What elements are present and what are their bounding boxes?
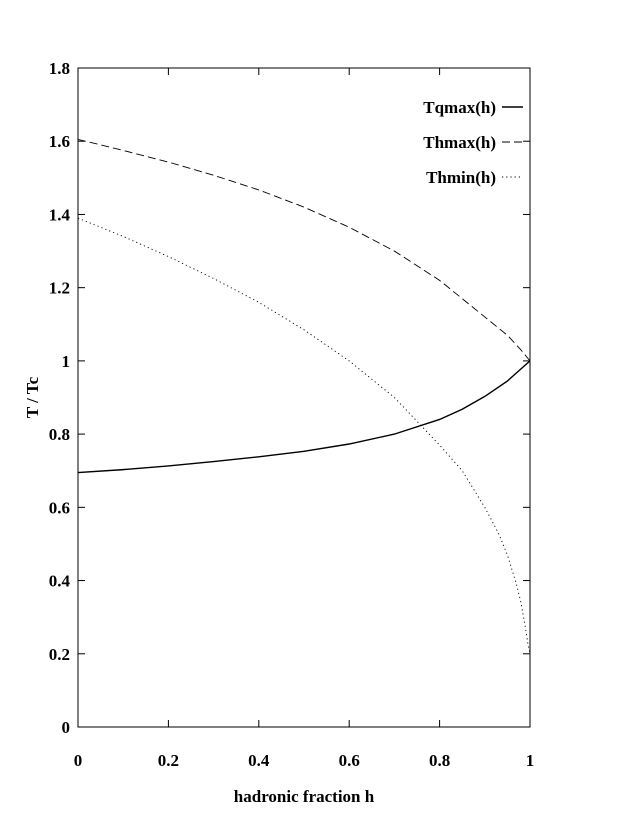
y-tick-label: 0 (62, 718, 71, 737)
series-line-thmin-h (77, 217, 531, 654)
y-tick-label: 0.4 (49, 572, 71, 591)
y-axis-title: T / Tc (23, 376, 42, 418)
axis-ticks: 0 0.2 0.4 0.6 0.8 1 0 0.2 0.4 0.6 0.8 1 1.2 1.4 1.6 1.8 (49, 59, 535, 770)
y-tick-label: 0.2 (49, 645, 70, 664)
x-tick-label: 0.4 (248, 751, 270, 770)
legend: Tqmax(h) Thmax(h) Thmin(h) (423, 98, 523, 187)
plot-border (77, 67, 531, 728)
y-tick-label: 0.6 (49, 498, 70, 517)
series-line-thmax-h (77, 138, 531, 362)
x-tick-label: 0.8 (429, 751, 450, 770)
x-tick-label: 0 (74, 751, 83, 770)
x-tick-label: 1 (526, 751, 535, 770)
y-tick-label: 1.4 (49, 205, 71, 224)
y-tick-label: 1.6 (49, 132, 70, 151)
plot-frame (77, 67, 531, 728)
x-axis-title: hadronic fraction h (234, 787, 375, 806)
x-tick-label: 0.6 (339, 751, 360, 770)
series-line-tqmax-h (77, 360, 531, 474)
legend-label: Tqmax(h) (423, 98, 496, 117)
y-tick-label: 1.2 (49, 279, 70, 298)
series-lines (77, 138, 531, 654)
y-tick-label: 1 (62, 352, 71, 371)
y-tick-label: 0.8 (49, 425, 70, 444)
legend-label: Thmin(h) (426, 168, 496, 187)
y-tick-label: 1.8 (49, 59, 70, 78)
legend-label: Thmax(h) (423, 133, 496, 152)
x-tick-label: 0.2 (158, 751, 179, 770)
